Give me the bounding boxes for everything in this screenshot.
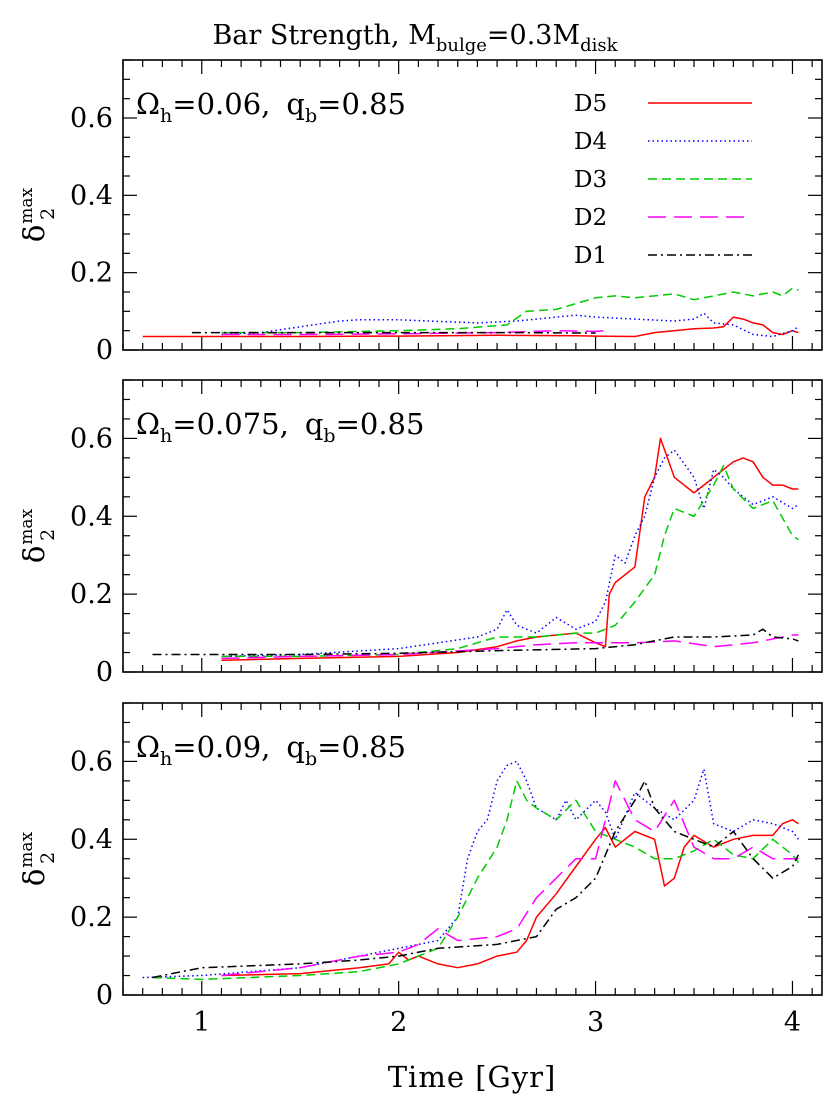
series-line-d2	[221, 634, 799, 660]
panel-frame	[122, 379, 823, 673]
legend-label-d1: D1	[574, 243, 607, 269]
y-tick-label: 0.6	[70, 423, 113, 454]
legend-label-d2: D2	[574, 205, 607, 231]
series-line-d5	[221, 819, 799, 977]
figure-title: Bar Strength, Mbulge=0.3Mdisk	[212, 20, 618, 56]
panel-bottom: 0 0.2 0.4 0.6 1 2 3 4 δmax2 Ωh=0.09, qb=0.85	[17, 702, 823, 1038]
x-tick-label: 3	[587, 1007, 604, 1038]
y-tick-label: 0.6	[70, 103, 113, 134]
panel-annotation: Ωh=0.09, qb=0.85	[136, 730, 406, 770]
y-tick-label: 0.4	[70, 180, 113, 211]
panel-annotation: Ωh=0.075, qb=0.85	[136, 407, 424, 447]
y-tick-label: 0.2	[70, 579, 113, 610]
y-axis-label: δmax2	[17, 187, 59, 242]
series-line-d3	[221, 287, 799, 334]
y-axis-label: δmax2	[17, 508, 59, 563]
panel-frame	[122, 59, 823, 351]
x-tick-label: 4	[784, 1007, 801, 1038]
series-line-d3	[221, 464, 799, 658]
series-line-d1	[152, 628, 799, 656]
legend-label-d3: D3	[574, 167, 607, 193]
series-line-d3	[152, 780, 799, 981]
series-line-d4	[221, 312, 799, 338]
y-tick-label: 0	[96, 980, 113, 1011]
x-tick-label: 2	[390, 1007, 407, 1038]
series-line-d4	[221, 449, 799, 658]
panel-middle: 0 0.2 0.4 0.6 δmax2 Ωh=0.075, qb=0.85	[17, 379, 823, 688]
series-line-d4	[142, 760, 799, 979]
y-axis-label: δmax2	[17, 831, 59, 886]
x-tick-label: 1	[193, 1007, 210, 1038]
panel-annotation: Ωh=0.06, qb=0.85	[136, 87, 406, 127]
x-axis-label: Time [Gyr]	[388, 1060, 557, 1094]
panel-top: 0 0.2 0.4 0.6 δmax2 Ωh=0.06, qb=0.85 D5 D4 D3 D2 D1	[17, 59, 823, 366]
y-tick-label: 0.4	[70, 824, 113, 855]
series-line-d5	[142, 316, 799, 338]
series-line-d1	[152, 780, 800, 979]
y-tick-label: 0	[96, 335, 113, 366]
y-tick-label: 0.2	[70, 258, 113, 289]
y-tick-label: 0	[96, 657, 113, 688]
y-tick-label: 0.4	[70, 501, 113, 532]
chart-panels: 0 0.2 0.4 0.6 δmax2 Ωh=0.06, qb=0.85 D5 D4 D3 D2 D1…	[17, 59, 823, 1038]
legend-label-d5: D5	[574, 91, 607, 117]
y-tick-label: 0.2	[70, 902, 113, 933]
y-tick-label: 0.6	[70, 746, 113, 777]
panel-frame	[122, 702, 823, 996]
series-line-d2	[221, 780, 799, 977]
series-line-d5	[221, 437, 799, 662]
legend-label-d4: D4	[574, 129, 607, 155]
